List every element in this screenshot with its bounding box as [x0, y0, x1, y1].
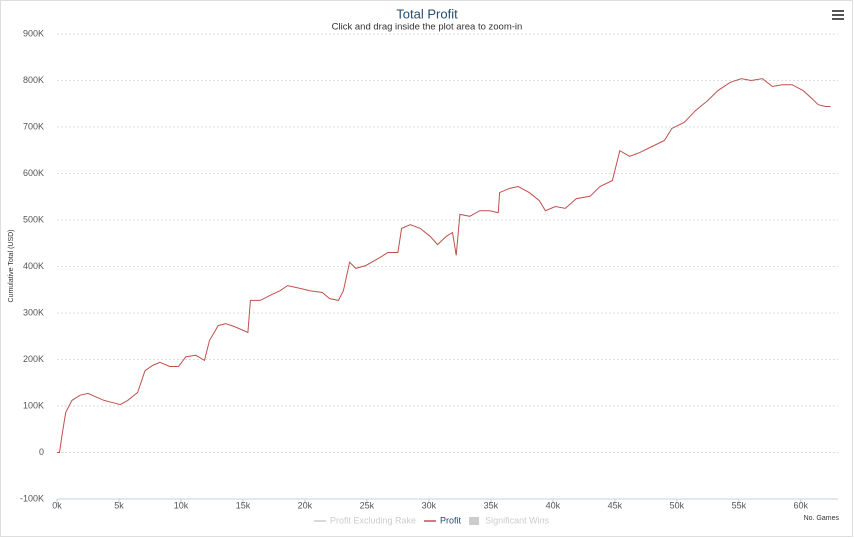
x-tick-label: 60k	[794, 500, 809, 510]
legend-label: Profit Excluding Rake	[330, 515, 416, 525]
x-axis-label: No. Games	[804, 515, 840, 522]
menu-bar	[832, 10, 844, 12]
y-tick-label: 700K	[23, 121, 44, 131]
x-tick-label: 40k	[546, 500, 561, 510]
legend-item[interactable]: Profit	[424, 515, 462, 525]
y-tick-label: 100K	[23, 400, 44, 410]
menu-bar	[832, 18, 844, 20]
x-tick-label: 35k	[484, 500, 499, 510]
y-tick-label: 400K	[23, 261, 44, 271]
x-tick-label: 45k	[608, 500, 623, 510]
legend-item[interactable]: Profit Excluding Rake	[314, 515, 416, 525]
legend-symbol	[469, 517, 480, 525]
x-tick-label: 0k	[52, 500, 62, 510]
y-tick-label: 800K	[23, 75, 44, 85]
legend-item[interactable]: Significant Wins	[469, 515, 550, 525]
y-tick-label: -100K	[20, 493, 44, 503]
y-tick-label: 200K	[23, 354, 44, 364]
profit-line	[57, 78, 831, 453]
y-tick-label: 900K	[23, 28, 44, 38]
y-tick-label: 600K	[23, 168, 44, 178]
chart-subtitle: Click and drag inside the plot area to z…	[332, 22, 523, 33]
x-tick-label: 25k	[360, 500, 375, 510]
x-tick-label: 10k	[174, 500, 189, 510]
y-tick-label: 0	[39, 447, 44, 457]
menu-bar	[832, 14, 844, 16]
y-tick-label: 500K	[23, 214, 44, 224]
y-tick-label: 300K	[23, 307, 44, 317]
chart-title: Total Profit	[396, 6, 458, 21]
x-tick-label: 55k	[732, 500, 747, 510]
menu-button[interactable]	[832, 10, 844, 20]
x-tick-label: 5k	[114, 500, 124, 510]
legend-label: Significant Wins	[485, 515, 550, 525]
y-axis-label: Cumulative Total (USD)	[8, 229, 15, 302]
x-tick-label: 50k	[670, 500, 685, 510]
legend-label: Profit	[440, 515, 462, 525]
x-tick-label: 20k	[298, 500, 313, 510]
x-tick-label: 15k	[236, 500, 251, 510]
x-tick-label: 30k	[422, 500, 437, 510]
